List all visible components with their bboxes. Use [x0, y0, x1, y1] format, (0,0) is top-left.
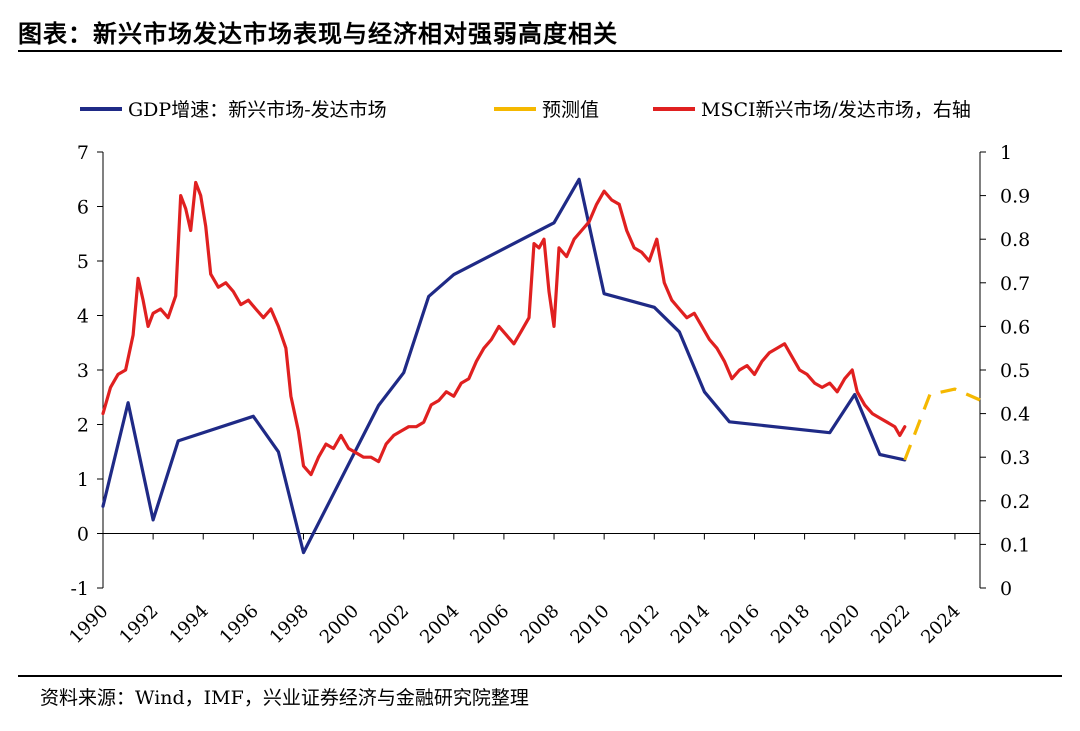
y-right-tick-label: 1 [1000, 142, 1012, 164]
msci-line [101, 180, 907, 477]
x-tick-label: 2016 [717, 601, 764, 648]
y-right-tick-label: 0.4 [1000, 404, 1030, 426]
legend-label-msci: MSCI新兴市场/发达市场，右轴 [701, 99, 971, 121]
y-right-tick-label: 0.7 [1000, 273, 1030, 295]
legend-label-gdp: GDP增速：新兴市场-发达市场 [128, 99, 387, 121]
y-right-tick-label: 0.2 [1000, 491, 1030, 513]
plot-area [101, 177, 981, 555]
x-tick-label: 1992 [115, 601, 162, 648]
legend-label-forecast: 预测值 [542, 99, 599, 121]
y-left-tick-label: 2 [77, 415, 89, 437]
x-tick-label: 1998 [266, 601, 313, 648]
x-tick-label: 2020 [817, 601, 864, 648]
axes: -1 0 1 2 3 4 5 6 7 0 0.1 0.2 0.3 0.4 0.5 0.6 0.7 0.8 0.9 1 1… [65, 142, 1030, 648]
x-tick-label: 1994 [166, 601, 213, 648]
y-right-tick-label: 0.6 [1000, 316, 1030, 338]
footer-rule [18, 675, 1062, 677]
y-left-tick-label: 3 [77, 360, 89, 382]
y-left-tick-label: 6 [77, 197, 89, 219]
y-left-tick-label: 0 [77, 524, 89, 546]
x-tick-label: 2022 [867, 601, 914, 648]
x-tick-label: 2002 [366, 601, 413, 648]
y-left-tick-label: -1 [70, 578, 89, 600]
title-underline [18, 50, 1062, 52]
x-tick-label: 2008 [516, 601, 563, 648]
x-tick-label: 1996 [216, 601, 263, 648]
x-tick-label: 2014 [667, 601, 714, 648]
x-tick-label: 2006 [466, 601, 513, 648]
y-left-tick-label: 5 [77, 251, 89, 273]
source-note: 资料来源：Wind，IMF，兴业证券经济与金融研究院整理 [40, 687, 529, 709]
y-left-tick-label: 4 [77, 306, 89, 328]
forecast-line [903, 387, 981, 461]
x-tick-label: 2012 [617, 601, 664, 648]
gdp-line [101, 177, 907, 555]
x-tick-label: 1990 [65, 601, 112, 648]
page-title: 图表：新兴市场发达市场表现与经济相对强弱高度相关 [18, 20, 618, 48]
y-right-tick-label: 0.1 [1000, 534, 1030, 556]
y-right-tick-label: 0.5 [1000, 360, 1030, 382]
y-right-tick-label: 0.9 [1000, 186, 1030, 208]
y-left-tick-label: 7 [77, 142, 89, 164]
y-right-tick-label: 0.3 [1000, 447, 1030, 469]
x-tick-label: 2024 [917, 601, 964, 648]
y-right-tick-label: 0.8 [1000, 229, 1030, 251]
legend: GDP增速：新兴市场-发达市场 预测值 MSCI新兴市场/发达市场，右轴 [80, 99, 971, 121]
x-tick-label: 2000 [316, 601, 363, 648]
x-tick-label: 2010 [566, 601, 613, 648]
x-tick-label: 2018 [767, 601, 814, 648]
y-left-tick-label: 1 [77, 469, 89, 491]
x-tick-label: 2004 [416, 601, 463, 648]
y-right-tick-label: 0 [1000, 578, 1012, 600]
